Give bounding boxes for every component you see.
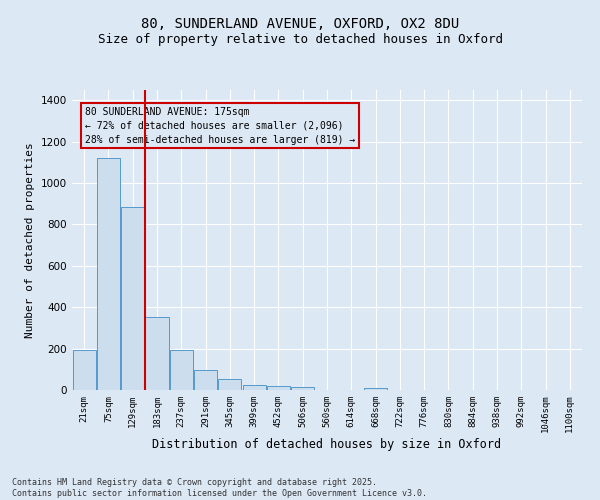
Bar: [291, 387, 314, 390]
Bar: [97, 158, 120, 390]
X-axis label: Distribution of detached houses by size in Oxford: Distribution of detached houses by size …: [152, 438, 502, 451]
Bar: [242, 386, 266, 390]
Y-axis label: Number of detached properties: Number of detached properties: [25, 142, 35, 338]
Bar: [364, 388, 387, 390]
Bar: [145, 316, 169, 390]
Bar: [121, 207, 144, 390]
Bar: [73, 350, 95, 390]
Text: 80 SUNDERLAND AVENUE: 175sqm
← 72% of detached houses are smaller (2,096)
28% of: 80 SUNDERLAND AVENUE: 175sqm ← 72% of de…: [85, 106, 355, 144]
Text: Contains HM Land Registry data © Crown copyright and database right 2025.
Contai: Contains HM Land Registry data © Crown c…: [12, 478, 427, 498]
Bar: [170, 350, 193, 390]
Text: Size of property relative to detached houses in Oxford: Size of property relative to detached ho…: [97, 32, 503, 46]
Text: 80, SUNDERLAND AVENUE, OXFORD, OX2 8DU: 80, SUNDERLAND AVENUE, OXFORD, OX2 8DU: [141, 18, 459, 32]
Bar: [267, 386, 290, 390]
Bar: [194, 370, 217, 390]
Bar: [218, 378, 241, 390]
